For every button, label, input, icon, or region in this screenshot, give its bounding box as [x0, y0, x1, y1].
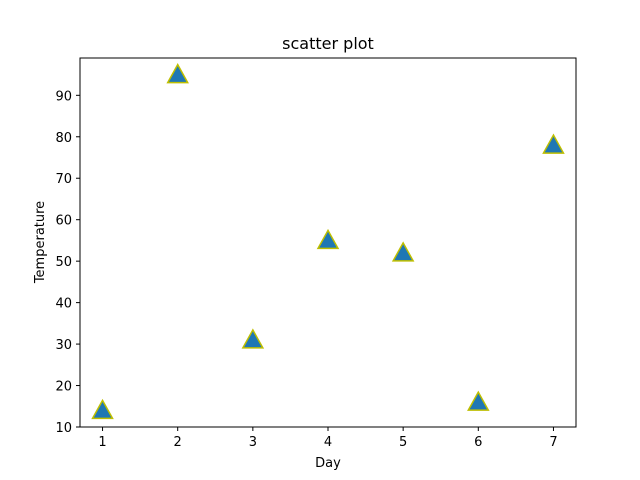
scatter-points: [91, 63, 565, 420]
x-tick-label: 5: [399, 435, 407, 450]
y-tick-label: 10: [55, 421, 72, 436]
scatter-point: [91, 398, 114, 420]
x-tick-label: 1: [98, 435, 106, 450]
y-axis-ticks: 10 20 30 40 50 60 70 80 90: [55, 89, 80, 436]
scatter-point: [542, 133, 565, 154]
scatter-point: [467, 390, 490, 411]
y-tick-label: 20: [55, 380, 72, 395]
y-tick-label: 50: [55, 255, 72, 270]
y-tick-label: 60: [55, 214, 72, 229]
x-tick-label: 4: [324, 435, 332, 450]
plot-frame: [79, 57, 577, 428]
scatter-point: [316, 228, 340, 250]
x-tick-label: 3: [249, 435, 257, 450]
chart-title: scatter plot: [282, 34, 374, 53]
scatter-point: [166, 63, 189, 84]
scatter-point: [391, 241, 415, 262]
x-tick-label: 7: [549, 435, 557, 450]
x-tick-label: 2: [174, 435, 182, 450]
y-tick-label: 90: [55, 89, 72, 104]
x-axis-ticks: 1 2 3 4 5 6 7: [98, 427, 558, 450]
x-tick-label: 6: [474, 435, 482, 450]
y-tick-label: 80: [55, 131, 72, 146]
y-tick-label: 40: [55, 297, 72, 312]
x-axis-label: Day: [315, 456, 341, 471]
y-tick-label: 30: [55, 338, 72, 353]
scatter-point: [241, 328, 265, 349]
y-axis-label: Temperature: [33, 201, 48, 284]
y-tick-label: 70: [55, 172, 72, 187]
